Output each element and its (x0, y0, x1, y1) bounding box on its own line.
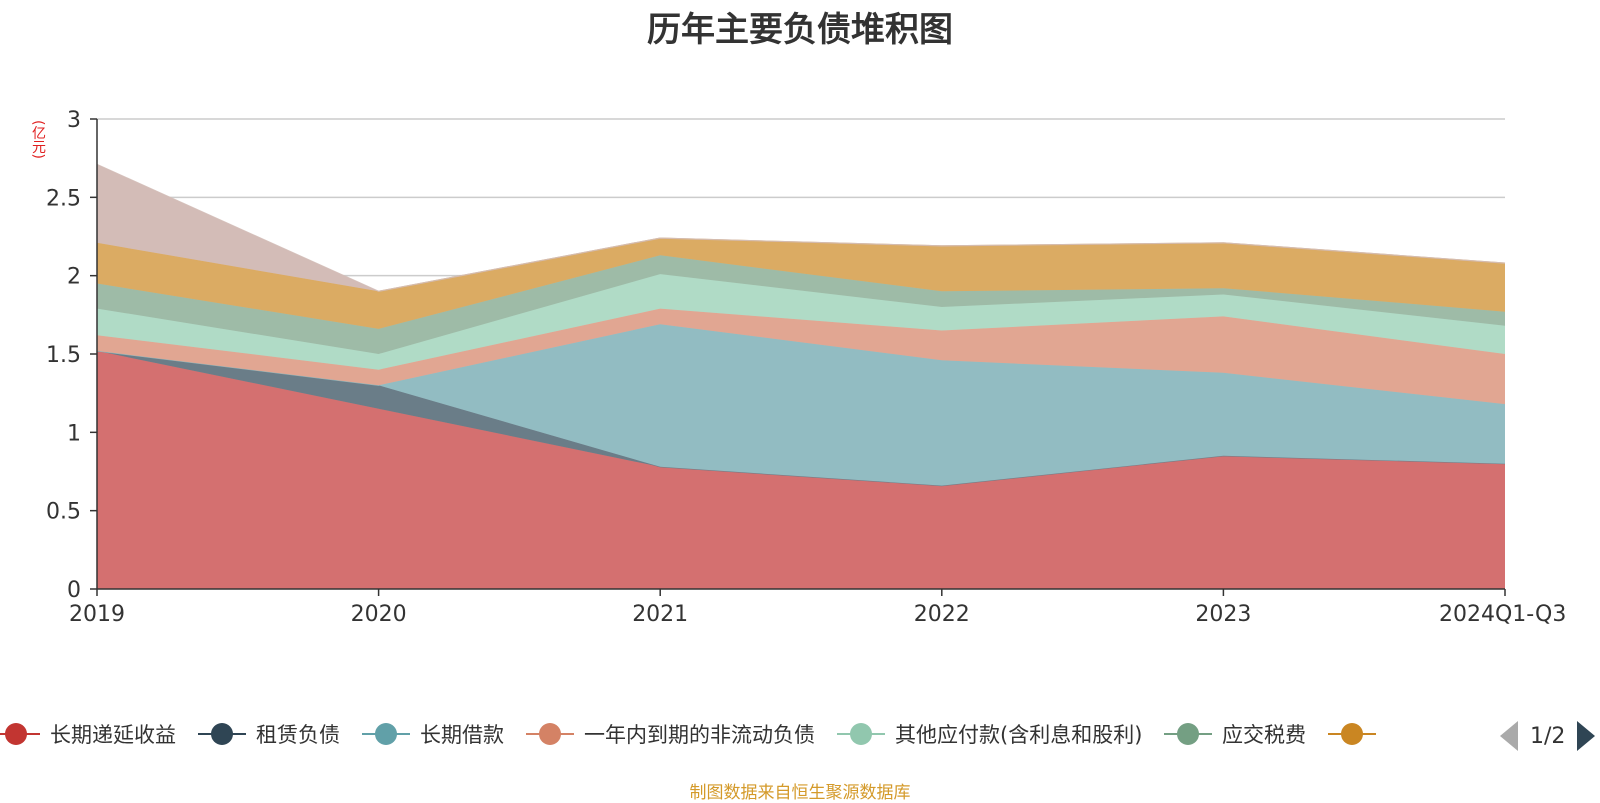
legend-dot (1341, 723, 1363, 745)
legend-label: 租赁负债 (256, 723, 340, 747)
x-tick-label: 2019 (69, 602, 125, 627)
x-tick-label: 2020 (351, 602, 407, 627)
x-tick-label: 2024Q1-Q3 (1439, 602, 1566, 627)
y-tick-label: 0.5 (46, 500, 81, 525)
legend-pager: 1/2 (1500, 718, 1596, 754)
series-area-3 (97, 308, 1505, 405)
legend-items: 长期递延收益 租赁负债 长期借款 一年内到期的非流动负债 其他应付款(含利息和股利) 应交… (0, 714, 1488, 754)
series-line-7 (96, 163, 1506, 292)
y-tick-label: 0 (67, 578, 81, 603)
legend-label: 长期借款 (420, 723, 504, 747)
legend-dot (5, 723, 27, 745)
legend-item[interactable]: 其他应付款(含利息和股利) (837, 714, 1142, 754)
legend-symbol-icon (198, 714, 246, 754)
legend-item[interactable]: 应交税费 (1164, 714, 1306, 754)
y-axis-unit: (亿元) (30, 120, 46, 159)
pager-next-icon[interactable] (1577, 721, 1596, 751)
y-tick-label: 3 (67, 108, 81, 133)
series-area-2 (97, 324, 1505, 486)
legend-symbol-icon (837, 714, 885, 754)
y-tick-label: 1 (67, 421, 81, 446)
source-note: 制图数据来自恒生聚源数据库 (689, 783, 911, 803)
legend-symbol-icon (362, 714, 410, 754)
legend-dot (850, 723, 872, 745)
legend-dot (375, 723, 397, 745)
legend-label: 应交税费 (1222, 723, 1306, 747)
y-tick-label: 1.5 (46, 343, 81, 368)
legend-symbol-icon (526, 714, 574, 754)
legend-item[interactable]: 租赁负债 (198, 714, 340, 754)
legend-dot (539, 723, 561, 745)
y-tick-label: 2.5 (46, 186, 81, 211)
legend-label: 一年内到期的非流动负债 (584, 723, 815, 747)
legend-item[interactable]: 一年内到期的非流动负债 (526, 714, 815, 754)
legend-item[interactable] (1328, 714, 1376, 754)
x-tick-label: 2022 (914, 602, 970, 627)
legend-symbol-icon (1328, 714, 1376, 754)
legend-label: 长期递延收益 (50, 723, 176, 747)
legend-item[interactable]: 长期借款 (362, 714, 504, 754)
y-tick-label: 2 (67, 265, 81, 290)
x-tick-label: 2023 (1195, 602, 1251, 627)
pager-prev-icon[interactable] (1500, 721, 1518, 751)
x-tick-label: 2021 (632, 602, 688, 627)
series-area-5 (97, 255, 1505, 354)
legend-item[interactable]: 长期递延收益 (0, 714, 176, 754)
stacked-area-chart: 0 0.5 1 1.5 2 2.5 3 2019 2020 2021 2022 2023 2024Q1-… (46, 108, 1566, 627)
legend: 长期递延收益 租赁负债 长期借款 一年内到期的非流动负债 其他应付款(含利息和股利) 应交… (0, 714, 1600, 754)
legend-dot (211, 723, 233, 745)
pager-text: 1/2 (1530, 723, 1566, 749)
legend-label: 其他应付款(含利息和股利) (895, 723, 1143, 747)
legend-symbol-icon (0, 714, 40, 754)
chart-title: 历年主要负债堆积图 (647, 10, 953, 50)
series-area-0 (97, 350, 1505, 589)
legend-symbol-icon (1164, 714, 1212, 754)
series-area-6 (97, 238, 1505, 329)
legend-dot (1177, 723, 1199, 745)
